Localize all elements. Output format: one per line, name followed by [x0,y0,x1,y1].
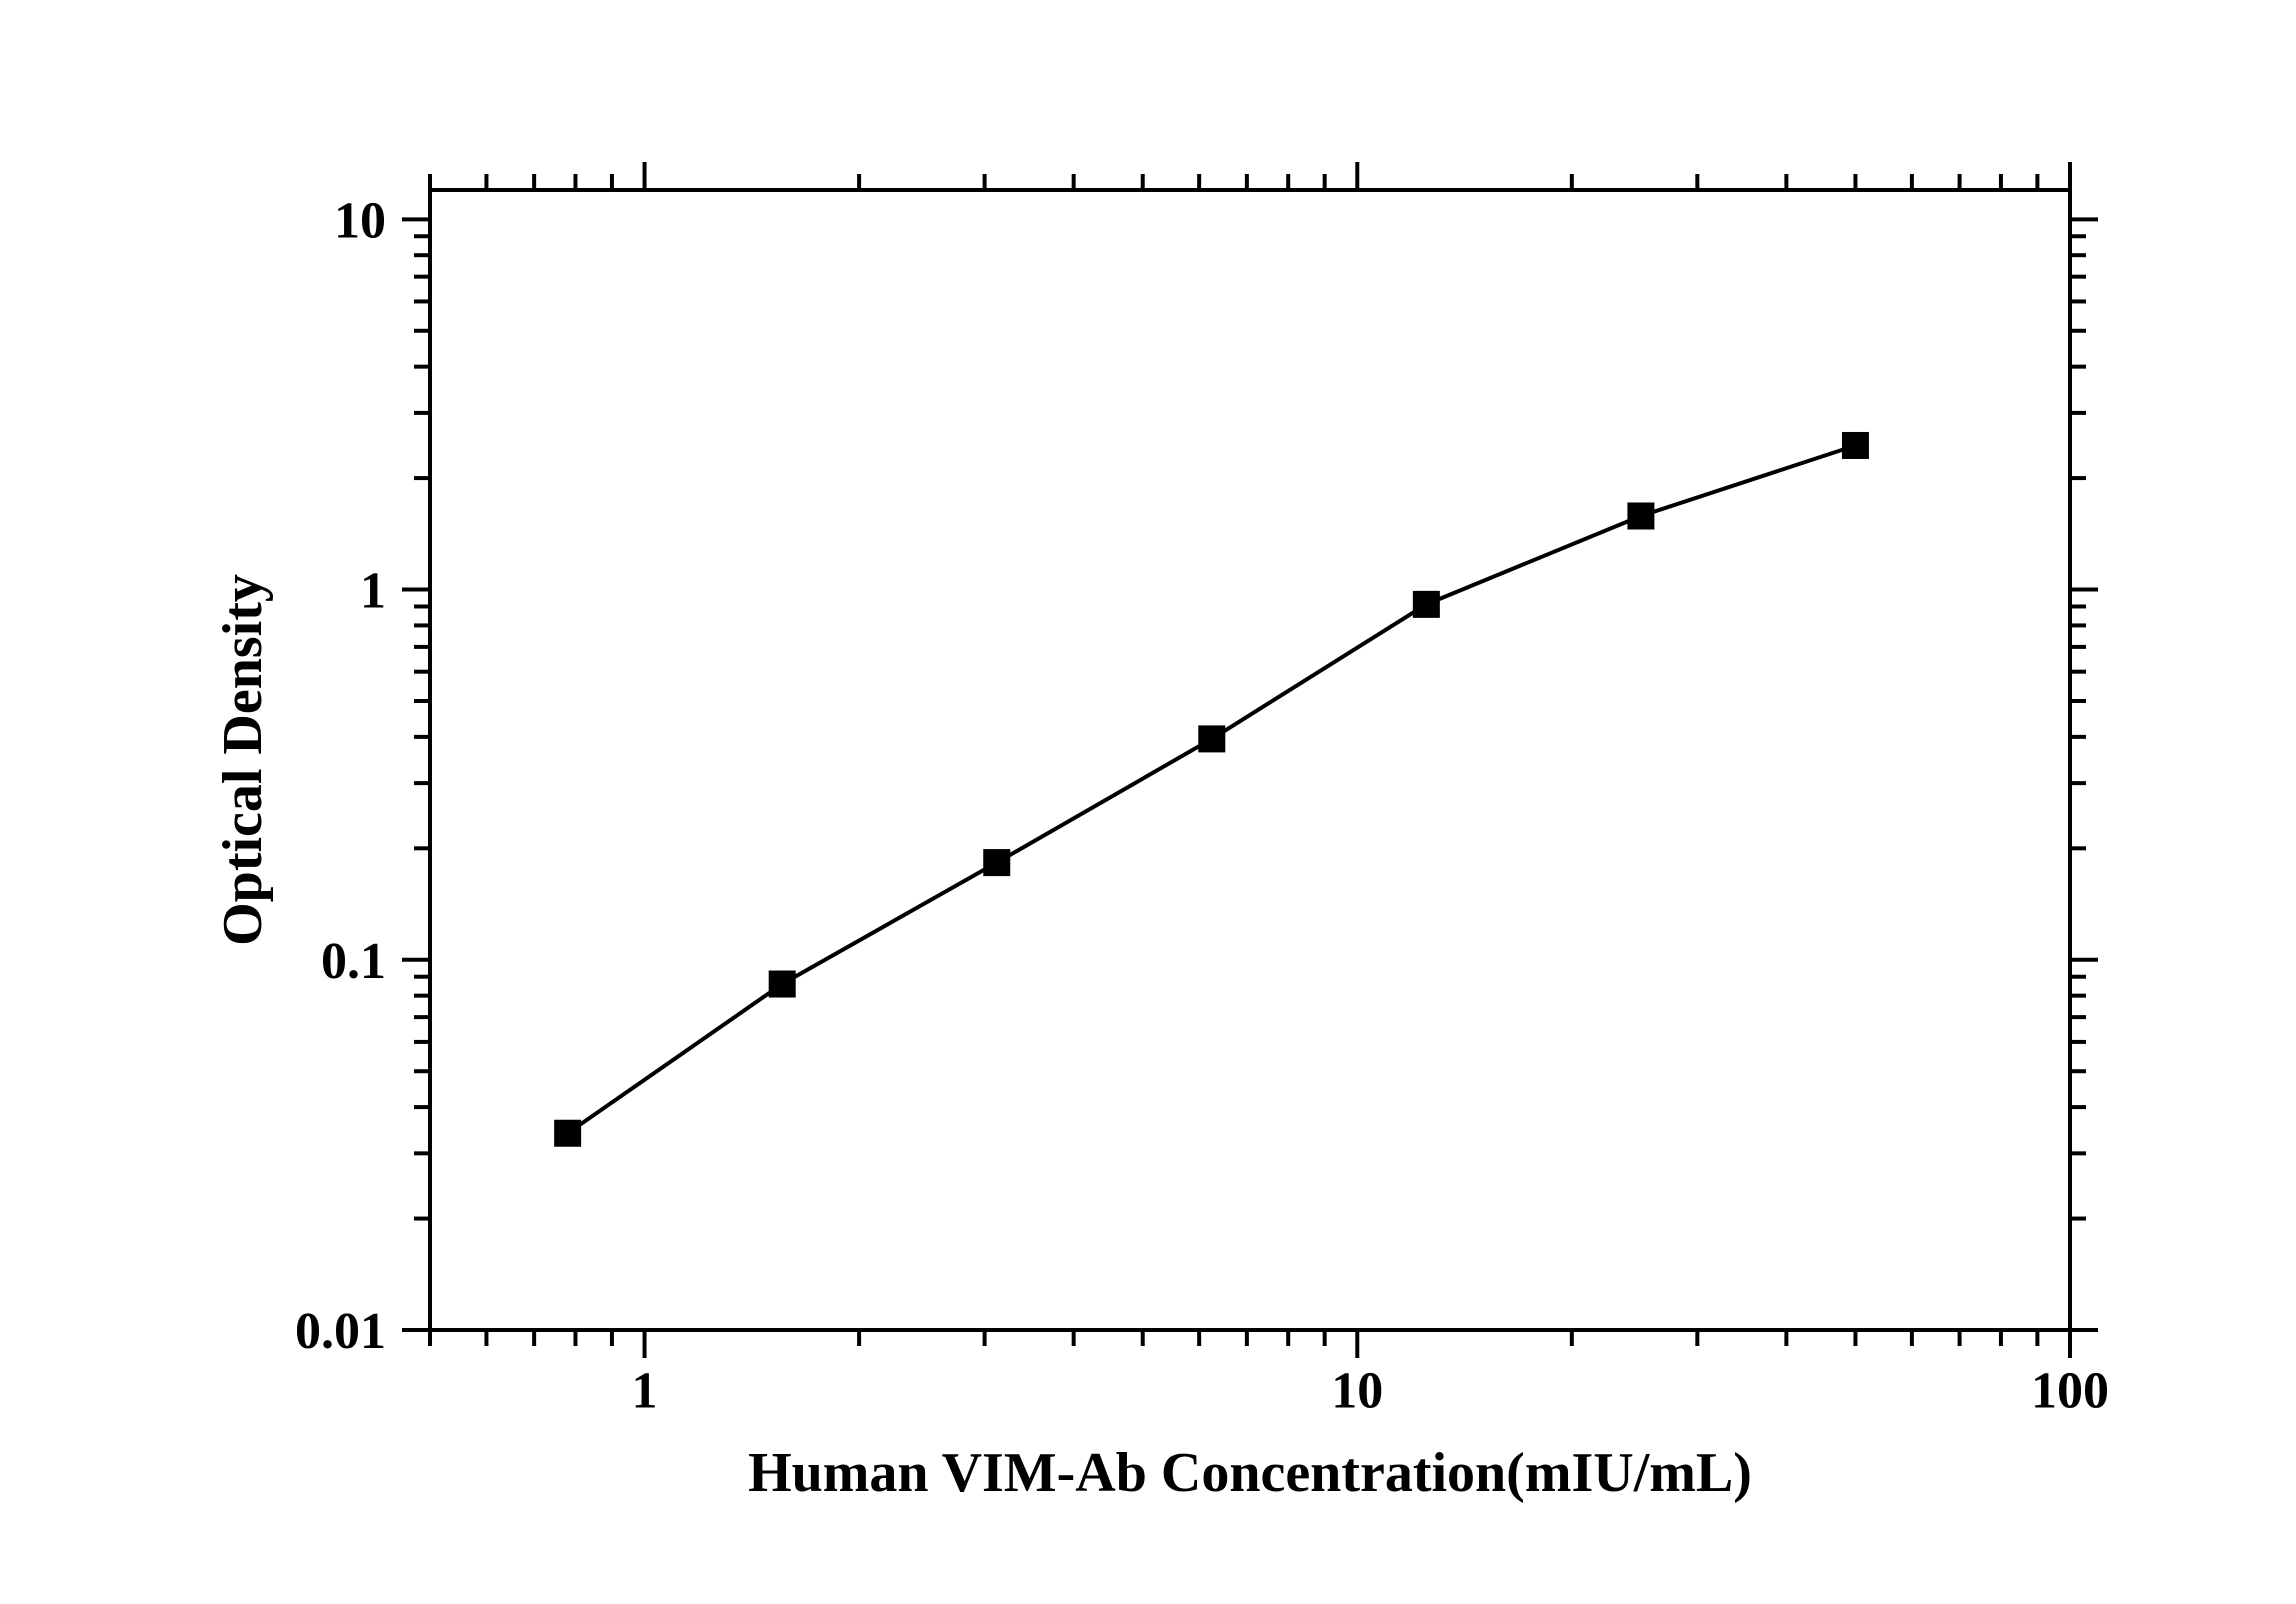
x-tick-label: 100 [2031,1362,2109,1419]
data-marker [1199,726,1225,752]
y-tick-label: 0.1 [321,933,386,990]
y-tick-label: 10 [334,193,386,250]
x-tick-label: 10 [1331,1362,1383,1419]
data-marker [1842,432,1868,458]
data-marker [1413,591,1439,617]
x-tick-label: 1 [632,1362,658,1419]
data-marker [555,1120,581,1146]
data-marker [769,971,795,997]
chart-container: 1 10 100 Human VIM-Ab Concentration(mIU/mL)… [0,0,2296,1604]
data-marker [984,850,1010,876]
data-marker [1628,503,1654,529]
x-axis-label: Human VIM-Ab Concentration(mIU/mL) [748,1442,1752,1504]
y-axis-label: Optical Density [212,574,274,946]
chart-svg: 1 10 100 Human VIM-Ab Concentration(mIU/mL)… [0,0,2296,1604]
y-tick-label: 0.01 [295,1303,386,1360]
y-tick-label: 1 [360,563,386,620]
